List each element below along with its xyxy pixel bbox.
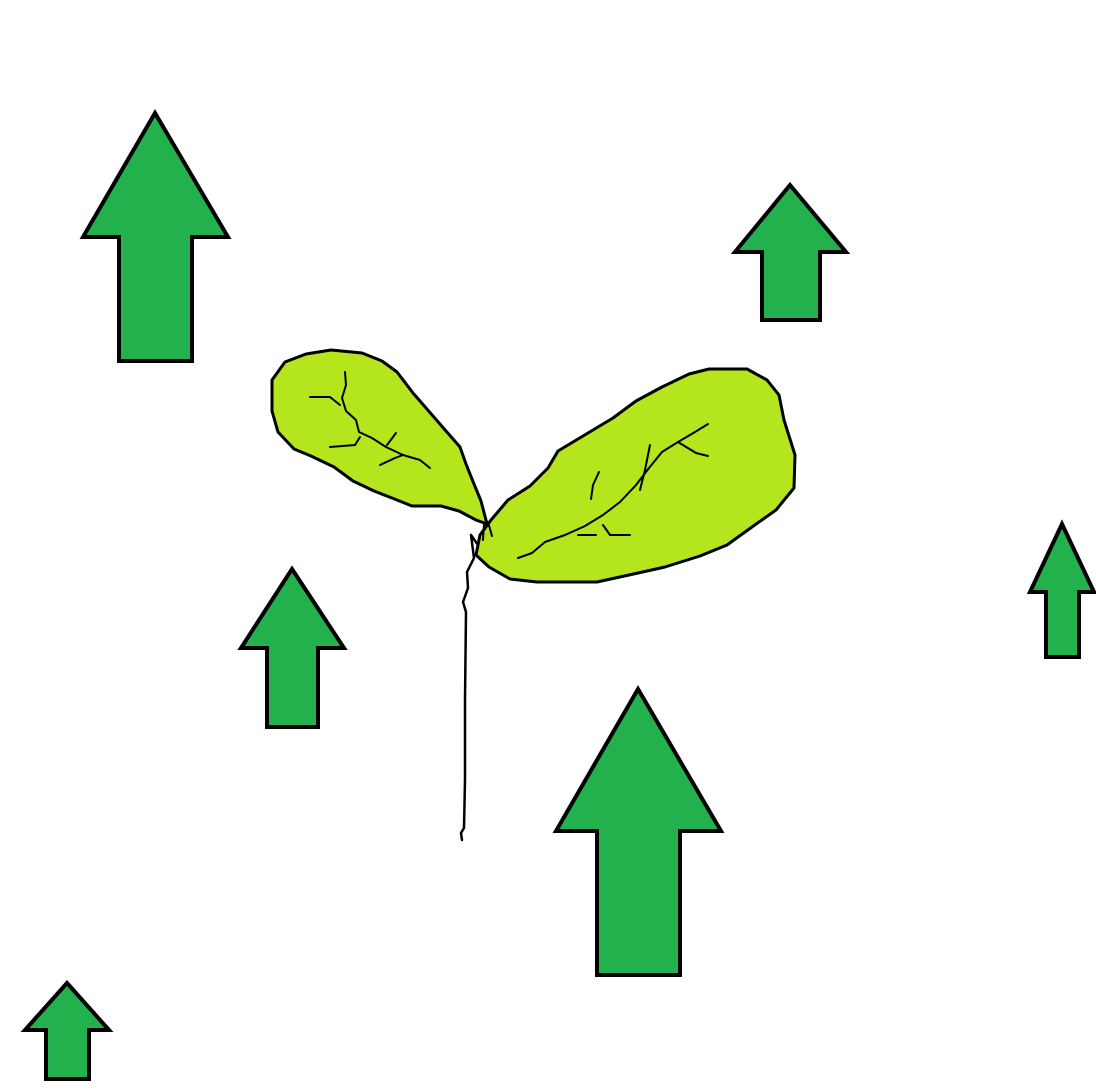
up-arrow-icon [1026,519,1096,659]
up-arrow-middle-left [237,565,348,729]
up-arrow-icon [79,109,232,363]
right-leaf-vein [677,441,709,457]
up-arrow-large-bottom-center [552,685,725,977]
up-arrow-icon [20,979,114,1081]
seedling-icon [270,348,797,842]
up-arrow-icon [237,565,348,729]
up-arrow-bottom-left [20,979,114,1081]
up-arrow-icon [552,685,725,977]
right-leaf-vein [602,524,631,536]
up-arrow-large-top-left [79,109,232,363]
left-leaf-vein [329,436,361,448]
left-leaf-vein [341,371,431,469]
seedling-stem [459,533,480,842]
left-leaf-vein [386,432,397,446]
right-leaf-vein [482,521,493,541]
left-leaf [270,348,489,526]
right-leaf [474,367,797,584]
left-leaf-vein [379,454,404,466]
right-leaf-vein [590,471,600,500]
up-arrow-right-edge [1026,519,1096,659]
left-leaf-vein [309,396,341,406]
right-leaf-vein [639,444,651,491]
up-arrow-icon [730,181,851,322]
up-arrow-top-right [730,181,851,322]
